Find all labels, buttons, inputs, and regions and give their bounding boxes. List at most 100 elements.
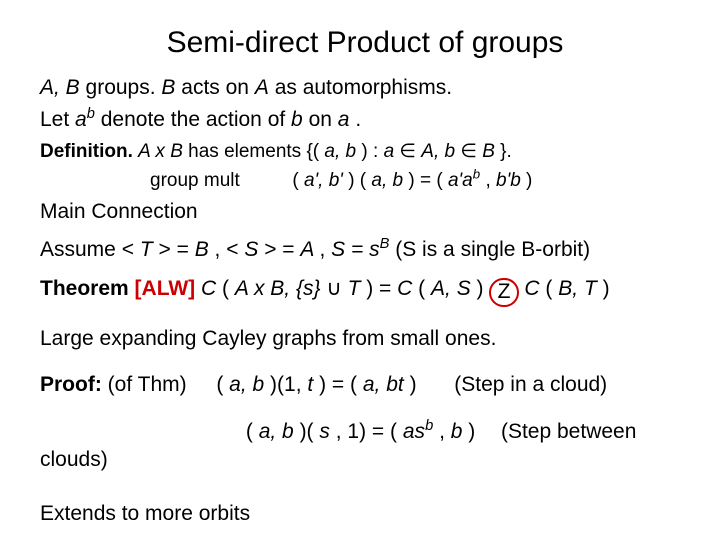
text: ) = (: [319, 373, 357, 396]
text: C: [201, 277, 216, 300]
text: A: [138, 141, 155, 162]
text: S = s: [331, 238, 379, 261]
text: .: [355, 108, 361, 131]
paren-step-cloud: (Step in a cloud): [454, 373, 607, 396]
text: s: [319, 420, 330, 443]
element-of-symbol: ∈: [460, 141, 477, 162]
text: groups.: [86, 76, 162, 99]
label-theorem: Theorem: [40, 277, 135, 300]
text: > =: [158, 238, 194, 261]
text: x: [155, 141, 165, 162]
text: A: [255, 76, 269, 99]
superscript: b: [473, 167, 480, 182]
text: > =: [264, 238, 300, 261]
label-proof: Proof:: [40, 373, 102, 396]
text: )(1,: [270, 373, 307, 396]
text: B, T: [558, 277, 602, 300]
text: ,: [319, 238, 331, 261]
text: t: [307, 373, 313, 396]
element-of-symbol: ∈: [399, 141, 416, 162]
label-group-mult: group mult: [150, 170, 240, 191]
line-definition: Definition. A x B has elements {( a, b )…: [40, 139, 690, 165]
superscript: b: [87, 106, 95, 122]
text: a: [338, 108, 350, 131]
text: (: [216, 373, 223, 396]
line-large-expanding: Large expanding Cayley graphs from small…: [40, 325, 690, 353]
slide-container: Semi-direct Product of groups A, B group…: [0, 0, 720, 540]
citation-alw: [ALW]: [135, 277, 196, 300]
text: as: [403, 420, 425, 443]
text: B: [161, 76, 175, 99]
text: (: [246, 420, 253, 443]
text: }.: [500, 141, 512, 162]
text: on: [309, 108, 338, 131]
text: b'b: [496, 170, 521, 191]
text: a, b: [371, 170, 403, 191]
text: A x B, {s}: [235, 277, 321, 300]
text: A: [300, 238, 319, 261]
text: a, b: [229, 373, 264, 396]
text: ): [468, 420, 475, 443]
line-group-mult: group mult ( a', b' ) ( a, b ) = ( a'ab …: [150, 168, 690, 194]
line-groups-intro: A, B groups. B acts on A as automorphism…: [40, 74, 690, 102]
line-extends-orbits: Extends to more orbits: [40, 500, 690, 528]
label-definition: Definition.: [40, 141, 133, 162]
text: ) = (: [408, 170, 442, 191]
text: ,: [439, 420, 451, 443]
text: (: [418, 277, 425, 300]
text: b: [291, 108, 303, 131]
text: a, bt: [363, 373, 404, 396]
superscript: B: [380, 236, 390, 252]
text: Let: [40, 108, 75, 131]
text: a, b: [259, 420, 294, 443]
text: a', b': [304, 170, 343, 191]
text: B: [482, 141, 495, 162]
circled-operator-icon: Z: [489, 278, 518, 307]
text: a, b: [324, 141, 356, 162]
text: b: [451, 420, 463, 443]
text: C: [397, 277, 418, 300]
slide-title: Semi-direct Product of groups: [40, 26, 690, 60]
text: B: [195, 238, 209, 261]
text: (S is a single B-orbit): [395, 238, 590, 261]
text: C: [524, 277, 545, 300]
heading-main-connection: Main Connection: [40, 198, 690, 226]
line-theorem: Theorem [ALW] C ( A x B, {s} ∪ T ) = C (…: [40, 275, 690, 307]
text: (: [222, 277, 229, 300]
text: ): [410, 373, 417, 396]
text: , <: [215, 238, 239, 261]
text: (: [292, 170, 298, 191]
text: a: [75, 108, 87, 131]
text: ): [526, 170, 532, 191]
text: ) =: [366, 277, 397, 300]
text: a'a: [448, 170, 473, 191]
text: (of Thm): [108, 373, 187, 396]
text: ,: [485, 170, 496, 191]
text: Assume <: [40, 238, 134, 261]
text: T: [140, 238, 153, 261]
line-assume: Assume < T > = B , < S > = A , S = sB (S…: [40, 236, 690, 264]
text: T: [348, 277, 367, 300]
text: has elements {(: [188, 141, 319, 162]
union-symbol: ∪: [326, 277, 341, 300]
text: A, S: [431, 277, 477, 300]
line-proof-step2: ( a, b )( s , 1) = ( asb , b ) (Step bet…: [40, 418, 690, 475]
line-proof-step1: Proof: (of Thm) ( a, b )(1, t ) = ( a, b…: [40, 371, 690, 399]
text: (: [545, 277, 552, 300]
line-action-notation: Let ab denote the action of b on a .: [40, 106, 690, 134]
text: A, B: [40, 76, 80, 99]
text: B: [170, 141, 188, 162]
text: a: [384, 141, 395, 162]
text: denote the action of: [101, 108, 291, 131]
text: ) (: [348, 170, 366, 191]
text: S: [244, 238, 258, 261]
text: A, b: [421, 141, 455, 162]
text: )(: [300, 420, 314, 443]
text: ): [603, 277, 610, 300]
text: acts on: [181, 76, 255, 99]
text: ) :: [361, 141, 383, 162]
text: as automorphisms.: [275, 76, 452, 99]
text: , 1) = (: [336, 420, 397, 443]
text: ): [477, 277, 484, 300]
superscript: b: [425, 418, 433, 434]
